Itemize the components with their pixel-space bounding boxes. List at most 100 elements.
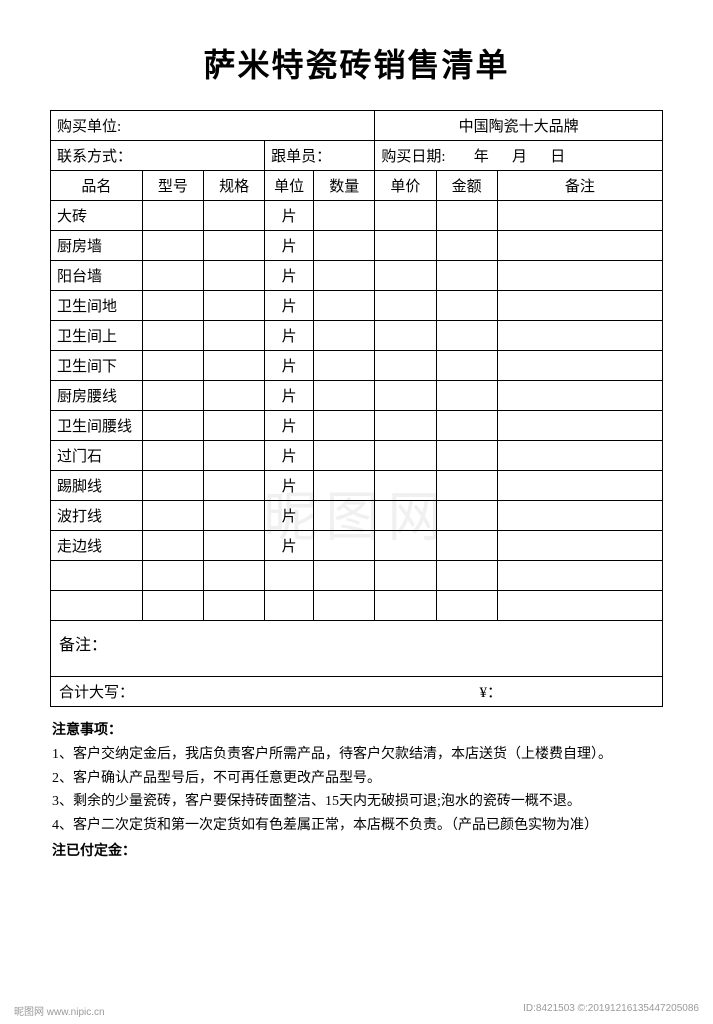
empty-cell bbox=[436, 351, 497, 381]
table-row: 波打线片 bbox=[51, 501, 663, 531]
sales-table: 购买单位: 中国陶瓷十大品牌 联系方式： 跟单员： 购买日期: 年 月 日 品名… bbox=[50, 110, 663, 707]
notes-section: 注意事项： 1、客户交纳定金后，我店负责客户所需产品，待客户欠款结清，本店送货（… bbox=[50, 719, 663, 864]
empty-cell bbox=[497, 441, 662, 471]
empty-cell bbox=[203, 201, 264, 231]
yen-symbol: ¥： bbox=[479, 681, 502, 702]
empty-cell bbox=[142, 591, 203, 621]
empty-cell bbox=[142, 561, 203, 591]
empty-cell bbox=[203, 441, 264, 471]
item-name-cell: 厨房墙 bbox=[51, 231, 143, 261]
footer: 昵图网 www.nipic.cn ID:8421503 ©:2019121613… bbox=[14, 1003, 699, 1018]
item-name-cell bbox=[51, 591, 143, 621]
empty-cell bbox=[497, 231, 662, 261]
empty-cell bbox=[436, 261, 497, 291]
empty-cell bbox=[436, 381, 497, 411]
empty-cell bbox=[314, 471, 375, 501]
unit-cell: 片 bbox=[265, 351, 314, 381]
empty-cell bbox=[314, 261, 375, 291]
empty-cell bbox=[314, 411, 375, 441]
table-row: 踢脚线 片 bbox=[51, 471, 663, 501]
table-row bbox=[51, 561, 663, 591]
header-row-2: 联系方式： 跟单员： 购买日期: 年 月 日 bbox=[51, 141, 663, 171]
empty-cell bbox=[314, 531, 375, 561]
empty-cell bbox=[375, 501, 436, 531]
item-name-cell: 阳台墙 bbox=[51, 261, 143, 291]
unit-cell: 片 bbox=[265, 501, 314, 531]
note-line: 4、客户二次定货和第一次定货如有色差属正常，本店概不负责。（产品已颜色实物为准） bbox=[52, 814, 661, 838]
empty-cell bbox=[142, 381, 203, 411]
empty-cell bbox=[142, 501, 203, 531]
column-header: 单位 bbox=[265, 171, 314, 201]
empty-cell bbox=[314, 501, 375, 531]
empty-cell bbox=[436, 231, 497, 261]
empty-cell bbox=[203, 231, 264, 261]
unit-cell bbox=[265, 561, 314, 591]
buyer-cell: 购买单位: bbox=[51, 111, 375, 141]
item-name-cell: 踢脚线 bbox=[51, 471, 143, 501]
footer-left: 昵图网 www.nipic.cn bbox=[14, 1003, 105, 1018]
empty-cell bbox=[375, 471, 436, 501]
column-header: 品名 bbox=[51, 171, 143, 201]
footer-right: ID:8421503 ©:20191216135447205086 bbox=[523, 1003, 699, 1018]
empty-cell bbox=[142, 351, 203, 381]
empty-cell bbox=[375, 411, 436, 441]
item-name-cell: 卫生间下 bbox=[51, 351, 143, 381]
empty-cell bbox=[314, 381, 375, 411]
remark-cell: 备注： bbox=[51, 621, 663, 677]
empty-cell bbox=[497, 501, 662, 531]
note-line: 3、剩余的少量瓷砖，客户要保持砖面整洁、15天内无破损可退;泡水的瓷砖一概不退。 bbox=[52, 790, 661, 814]
empty-cell bbox=[375, 441, 436, 471]
unit-cell: 片 bbox=[265, 441, 314, 471]
empty-cell bbox=[142, 261, 203, 291]
empty-cell bbox=[314, 231, 375, 261]
empty-cell bbox=[314, 351, 375, 381]
unit-cell: 片 bbox=[265, 471, 314, 501]
table-row: 卫生间上片 bbox=[51, 321, 663, 351]
page-title: 萨米特瓷砖销售清单 bbox=[50, 40, 663, 86]
empty-cell bbox=[436, 201, 497, 231]
item-name-cell: 过门石 bbox=[51, 441, 143, 471]
column-header: 型号 bbox=[142, 171, 203, 201]
empty-cell bbox=[203, 291, 264, 321]
item-name-cell: 大砖 bbox=[51, 201, 143, 231]
table-row: 卫生间下 片 bbox=[51, 351, 663, 381]
date-parts: 年 月 日 bbox=[449, 149, 575, 165]
empty-cell bbox=[497, 411, 662, 441]
empty-cell bbox=[142, 231, 203, 261]
empty-cell bbox=[375, 591, 436, 621]
empty-cell bbox=[314, 291, 375, 321]
empty-cell bbox=[436, 411, 497, 441]
empty-cell bbox=[203, 471, 264, 501]
empty-cell bbox=[436, 501, 497, 531]
unit-cell: 片 bbox=[265, 201, 314, 231]
empty-cell bbox=[375, 201, 436, 231]
empty-cell bbox=[142, 471, 203, 501]
empty-cell bbox=[375, 351, 436, 381]
empty-cell bbox=[375, 291, 436, 321]
empty-cell bbox=[314, 591, 375, 621]
unit-cell: 片 bbox=[265, 291, 314, 321]
empty-cell bbox=[142, 291, 203, 321]
contact-cell: 联系方式： bbox=[51, 141, 265, 171]
table-row: 阳台墙片 bbox=[51, 261, 663, 291]
unit-cell: 片 bbox=[265, 381, 314, 411]
empty-cell bbox=[375, 231, 436, 261]
empty-cell bbox=[436, 531, 497, 561]
date-cell: 购买日期: 年 月 日 bbox=[375, 141, 663, 171]
empty-cell bbox=[497, 381, 662, 411]
empty-cell bbox=[314, 201, 375, 231]
follower-cell: 跟单员： bbox=[265, 141, 375, 171]
unit-cell: 片 bbox=[265, 231, 314, 261]
empty-cell bbox=[142, 201, 203, 231]
column-header: 金额 bbox=[436, 171, 497, 201]
unit-cell bbox=[265, 591, 314, 621]
table-row: 卫生间地片 bbox=[51, 291, 663, 321]
total-label: 合计大写： bbox=[59, 685, 134, 701]
table-row: 过门石 片 bbox=[51, 441, 663, 471]
empty-cell bbox=[497, 291, 662, 321]
empty-cell bbox=[497, 351, 662, 381]
empty-cell bbox=[497, 531, 662, 561]
empty-cell bbox=[436, 471, 497, 501]
total-row: 合计大写： ¥： bbox=[51, 677, 663, 707]
empty-cell bbox=[203, 501, 264, 531]
